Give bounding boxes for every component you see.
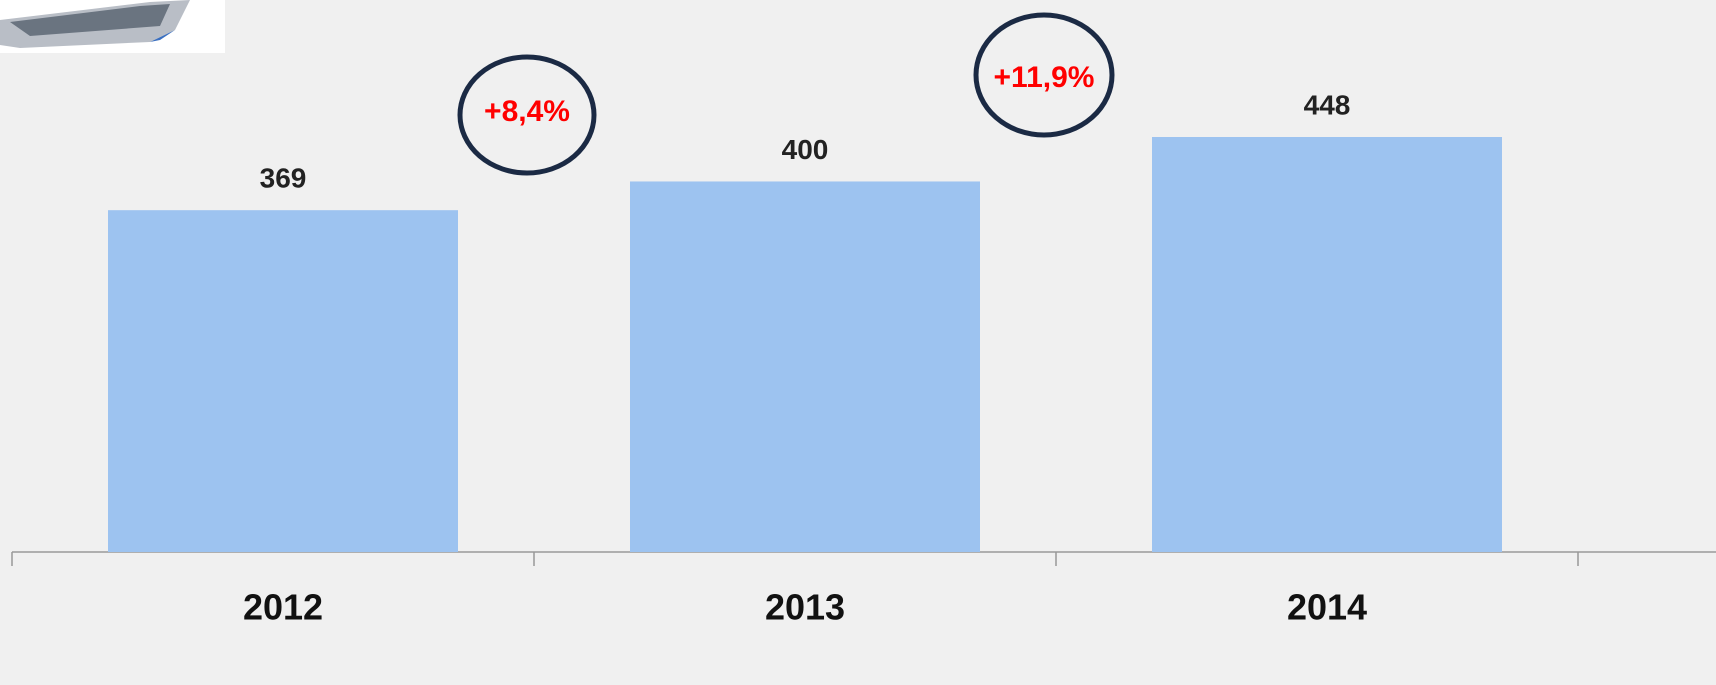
laptop-image [0, 0, 225, 53]
value-label: 369 [260, 163, 307, 194]
annotation-circle [457, 54, 597, 176]
annotation: +11,9% [994, 61, 1095, 94]
bar [630, 181, 980, 552]
bar [1152, 137, 1502, 552]
value-label: 400 [782, 134, 829, 165]
annotation: +8,4% [484, 95, 570, 128]
annotation-circle [973, 12, 1115, 138]
x-tick-label: 2013 [765, 587, 845, 628]
x-tick-label: 2014 [1287, 587, 1367, 628]
x-tick-label: 2012 [243, 587, 323, 628]
value-label: 448 [1304, 89, 1351, 120]
bar [108, 210, 458, 553]
